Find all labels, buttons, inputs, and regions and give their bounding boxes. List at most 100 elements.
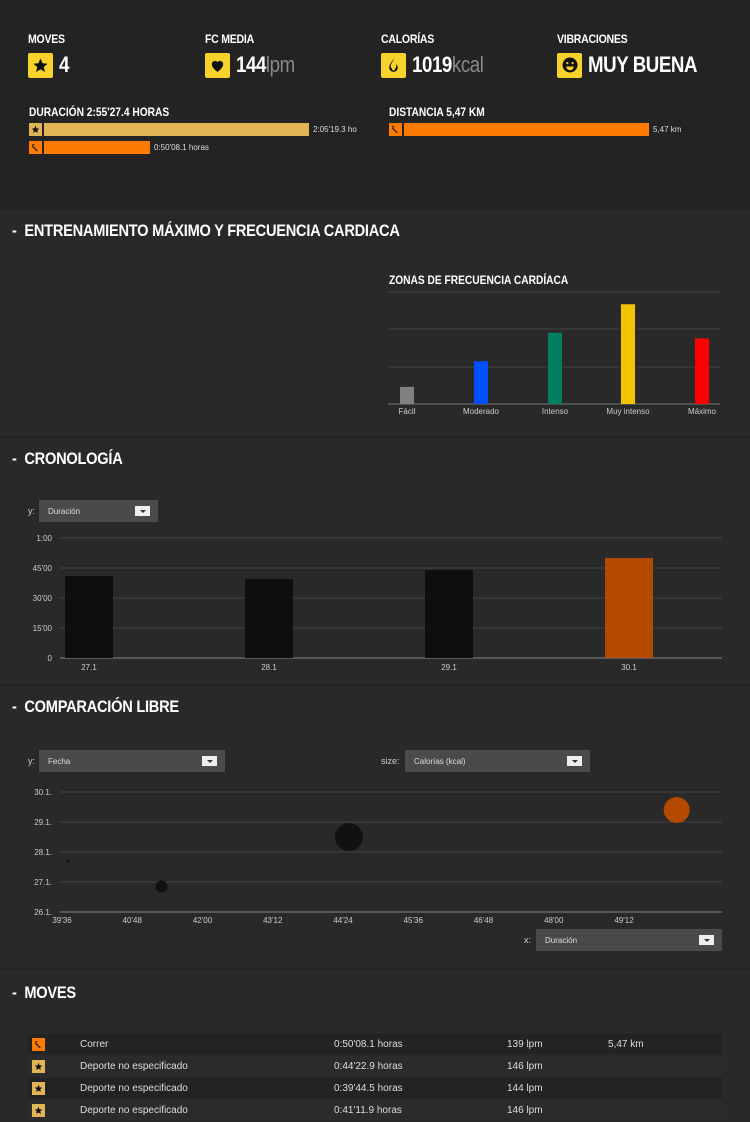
calories-stat: CALORÍAS 1019kcal [381, 32, 496, 78]
chrono-xtick: 28.1 [261, 663, 277, 672]
chronology-section: - CRONOLOGÍA y: Duración 0 15'00 30'00 45'00… [0, 438, 750, 684]
run-icon [29, 141, 42, 154]
scatter-ytick: 30.1. [34, 788, 52, 797]
scatter-point[interactable] [66, 859, 70, 863]
chronology-y-select-value: Duración [48, 506, 81, 516]
hr-label: FC MEDIA [205, 32, 254, 46]
zone-bar [400, 386, 414, 404]
comparison-title[interactable]: - COMPARACIÓN LIBRE [12, 697, 179, 716]
chrono-bar[interactable] [65, 576, 113, 658]
calories-value: 1019 [412, 52, 452, 77]
zone-bar [621, 304, 635, 404]
scatter-ytick: 28.1. [34, 848, 52, 857]
comparison-size-select[interactable]: Calorías (kcal) [405, 750, 590, 772]
chrono-xtick: 27.1 [81, 663, 97, 672]
comparison-size-label: size: [381, 756, 400, 766]
duration-text-moves: 2:05'19.3 ho [313, 125, 357, 134]
run-icon [389, 123, 402, 136]
comparison-x-select-value: Duración [545, 935, 578, 945]
hr-zones-title: ZONAS DE FRECUENCIA CARDÍACA [389, 273, 569, 287]
star-icon [29, 123, 42, 136]
scatter-xtick: 44'24 [333, 916, 353, 925]
comparison-x-select[interactable]: Duración [536, 929, 722, 951]
comparison-y-select-value: Fecha [48, 756, 71, 766]
training-title[interactable]: - ENTRENAMIENTO MÁXIMO Y FRECUENCIA CARDI… [12, 221, 400, 240]
scatter-xtick: 43'12 [263, 916, 283, 925]
training-title-text: ENTRENAMIENTO MÁXIMO Y FRECUENCIA CARDIA… [24, 221, 400, 240]
move-sport: Deporte no especificado [80, 1060, 188, 1072]
move-distance: 5,47 km [608, 1038, 644, 1050]
chrono-ytick: 15'00 [33, 624, 53, 633]
move-hr: 139 lpm [507, 1038, 543, 1050]
table-row[interactable]: Correr 0:50'08.1 horas 139 lpm 5,47 km [28, 1034, 722, 1054]
comparison-y-select[interactable]: Fecha [39, 750, 225, 772]
comparison-section: - COMPARACIÓN LIBRE y: Fecha size: Calorí… [0, 686, 750, 968]
vibes-value: MUY BUENA [588, 52, 698, 77]
star-icon [32, 1081, 45, 1095]
comparison-size-select-value: Calorías (kcal) [414, 756, 466, 766]
zone-bar [695, 338, 709, 404]
heart-icon [205, 52, 230, 78]
calories-unit: kcal [451, 52, 484, 77]
comparison-title-text: COMPARACIÓN LIBRE [24, 697, 179, 716]
scatter-point[interactable] [155, 880, 168, 893]
scatter-xtick: 46'48 [474, 916, 494, 925]
move-hr: 144 lpm [507, 1082, 543, 1094]
chevron-down-icon[interactable] [202, 756, 217, 766]
duration-label: DURACIÓN 2:55'27.4 HORAS [29, 105, 170, 119]
calories-label: CALORÍAS [381, 32, 435, 46]
comparison-x-label: x: [524, 935, 532, 945]
chevron-down-icon[interactable] [567, 756, 582, 766]
chrono-bar[interactable] [425, 570, 473, 658]
scatter-xtick: 49'12 [614, 916, 634, 925]
scatter-xtick: 48'00 [544, 916, 564, 925]
table-row[interactable]: Deporte no especificado 0:39'44.5 horas 14… [28, 1078, 722, 1098]
moves-title[interactable]: - MOVES [12, 983, 76, 1002]
duration-fill-moves [44, 123, 309, 136]
comparison-chart: 26.1. 27.1. 28.1. 29.1. 30.1. 39'36 40'48 42'00… [34, 788, 722, 925]
zone-label: Muy intenso [606, 407, 650, 416]
scatter-xtick: 39'36 [52, 916, 72, 925]
move-duration: 0:41'11.9 horas [334, 1104, 402, 1116]
move-duration: 0:50'08.1 horas [334, 1038, 403, 1050]
chrono-bar[interactable] [245, 579, 293, 658]
chrono-ytick: 1:00 [36, 534, 52, 543]
chrono-bar[interactable] [605, 558, 653, 658]
duration-fill-run [44, 141, 150, 154]
chrono-xtick: 29.1 [441, 663, 457, 672]
distance-text-run: 5,47 km [653, 125, 682, 134]
chronology-title[interactable]: - CRONOLOGÍA [12, 449, 123, 468]
scatter-xtick: 40'48 [123, 916, 143, 925]
move-hr: 146 lpm [507, 1060, 543, 1072]
move-sport: Correr [80, 1038, 109, 1050]
zone-label: Intenso [542, 407, 569, 416]
vibes-label: VIBRACIONES [557, 32, 628, 46]
chronology-y-select[interactable]: Duración [39, 500, 158, 522]
scatter-xtick: 42'00 [193, 916, 213, 925]
hr-unit: lpm [265, 52, 295, 77]
chevron-down-icon[interactable] [135, 506, 150, 516]
hr-value: 144 [236, 52, 266, 77]
distance-bar-run: 5,47 km [389, 123, 681, 136]
hr-stat: FC MEDIA 144lpm [205, 32, 305, 78]
move-duration: 0:39'44.5 horas [334, 1082, 403, 1094]
table-row[interactable]: Deporte no especificado 0:41'11.9 horas 14… [28, 1100, 722, 1120]
table-row[interactable]: Deporte no especificado 0:44'22.9 horas 14… [28, 1056, 722, 1076]
star-icon [28, 52, 53, 78]
distance-label: DISTANCIA 5,47 KM [389, 105, 485, 119]
scatter-xtick: 45'36 [404, 916, 424, 925]
scatter-point[interactable] [334, 823, 363, 851]
distance-fill-run [404, 123, 649, 136]
moves-stat: MOVES 4 [28, 32, 71, 78]
chrono-ytick: 0 [48, 654, 53, 663]
scatter-ytick: 27.1. [34, 878, 52, 887]
move-sport: Deporte no especificado [80, 1082, 188, 1094]
chronology-title-text: CRONOLOGÍA [24, 449, 123, 468]
duration-text-run: 0:50'08.1 horas [154, 143, 209, 152]
zone-bar [474, 361, 488, 404]
scatter-ytick: 29.1. [34, 818, 52, 827]
chrono-xtick: 30.1 [621, 663, 637, 672]
scatter-point[interactable] [663, 797, 690, 823]
comparison-y-label: y: [28, 756, 36, 766]
chevron-down-icon[interactable] [699, 935, 714, 945]
